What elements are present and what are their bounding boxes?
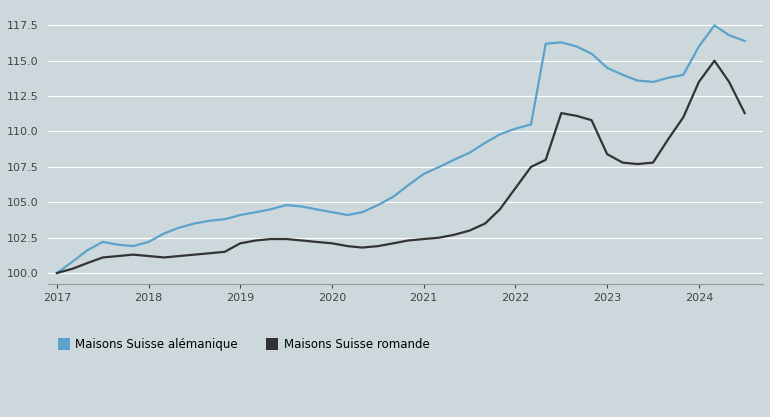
Legend: Maisons Suisse alémanique, Maisons Suisse romande: Maisons Suisse alémanique, Maisons Suiss… xyxy=(54,334,434,356)
